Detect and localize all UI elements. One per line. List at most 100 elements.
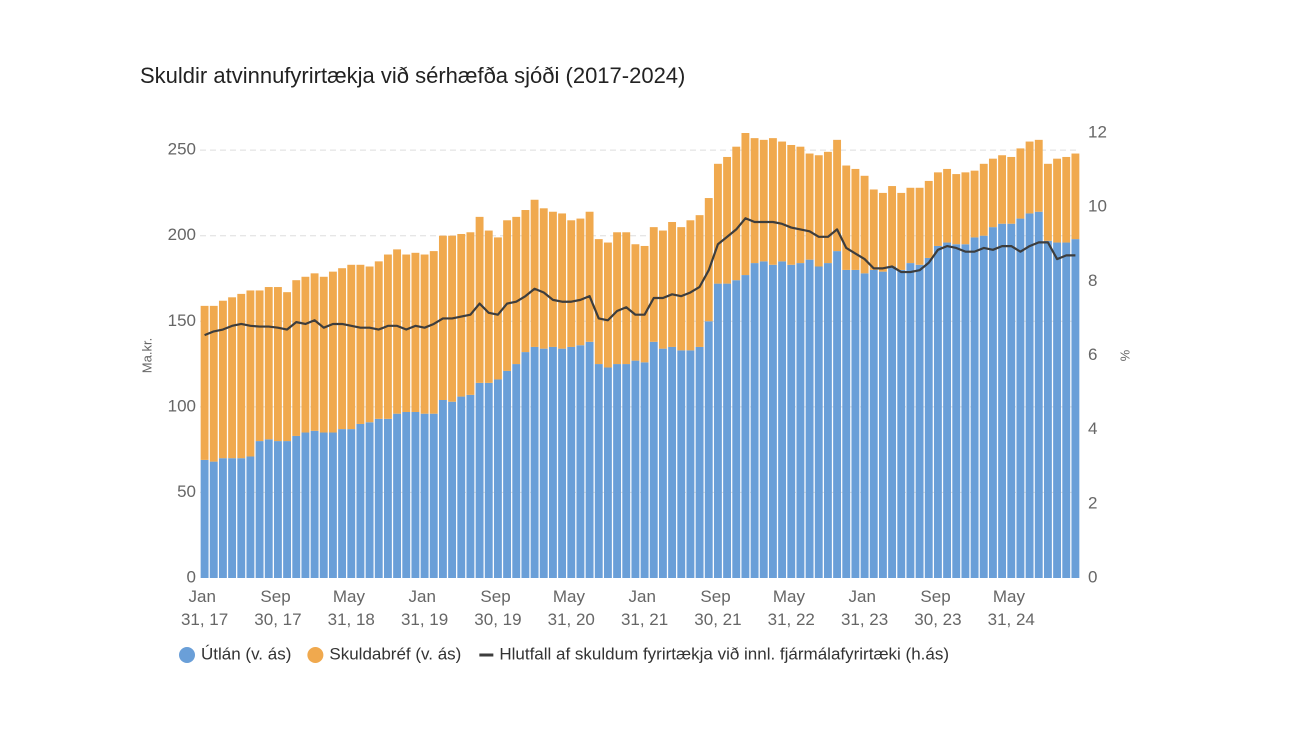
bar-segment	[255, 290, 264, 442]
bar-segment	[558, 213, 567, 349]
bar-segment	[668, 222, 677, 347]
y-tick-label: 50	[177, 482, 196, 501]
x-tick-label-line: 30, 23	[914, 610, 961, 629]
bar-segment	[1016, 148, 1025, 219]
bar-segment	[1007, 156, 1016, 224]
x-tick-label-line: 31, 24	[988, 610, 1035, 629]
y-tick-label: 0	[187, 567, 196, 586]
x-tick-label-line: 31, 19	[401, 610, 448, 629]
bar-segment	[933, 245, 942, 578]
x-tick-label-line: 31, 18	[328, 610, 375, 629]
bar-segment	[768, 138, 777, 265]
x-tick-label: May 31, 18	[328, 587, 375, 629]
x-tick-label-line: Sep	[480, 587, 515, 606]
bar-segment	[869, 189, 878, 270]
bar-segment	[273, 441, 282, 578]
bar-segment	[640, 245, 649, 363]
bar-segment	[677, 350, 686, 578]
bar-segment	[503, 220, 512, 371]
bar-segment	[209, 305, 218, 462]
bar-segment	[1025, 213, 1034, 578]
x-tick-label-line: Jan	[409, 587, 441, 606]
bar-segment	[924, 257, 933, 578]
bar-segment	[319, 432, 328, 578]
bar-segment	[402, 254, 411, 412]
bar-segment	[649, 227, 658, 342]
bar-segment	[668, 346, 677, 578]
bar-segment	[851, 269, 860, 578]
x-tick-label: Sep 30, 19	[474, 587, 521, 629]
bar-segment	[383, 254, 392, 419]
bar-segment	[943, 168, 952, 243]
bar-segment	[915, 187, 924, 265]
legend-marker	[307, 647, 324, 663]
bar-segment	[255, 441, 264, 578]
bar-segment	[411, 411, 420, 578]
y-tick-label: 150	[168, 311, 196, 330]
bar-segment	[448, 401, 457, 578]
bar-segment	[237, 293, 246, 459]
bar-segment	[943, 242, 952, 579]
bar-segment	[878, 271, 887, 578]
bar-segment	[759, 139, 768, 262]
bar-segment	[741, 275, 750, 578]
legend-label: Skuldabréf (v. ás)	[329, 644, 461, 663]
y2-tick-label: 0	[1088, 567, 1097, 586]
x-tick-label: Jan 31, 21	[621, 587, 668, 629]
bar-segment	[631, 360, 640, 578]
bar-segment	[897, 269, 906, 578]
bar-segment	[438, 400, 447, 578]
x-tick-label-line: 30, 17	[254, 610, 301, 629]
bar-segment	[1034, 211, 1043, 578]
bar-segment	[594, 239, 603, 365]
bar-segment	[457, 233, 466, 397]
bar-segment	[548, 211, 557, 347]
x-tick-label: Sep 30, 17	[254, 587, 301, 629]
bar-segment	[842, 269, 851, 578]
bar-segment	[860, 175, 869, 274]
bar-segment	[1034, 139, 1043, 212]
x-tick-label: Sep 30, 23	[914, 587, 961, 629]
bar-segment	[246, 290, 255, 457]
bar-segment	[778, 141, 787, 262]
bar-segment	[833, 139, 842, 252]
y-tick-label: 250	[168, 140, 196, 159]
bar-segment	[466, 394, 475, 578]
bar-segment	[576, 345, 585, 578]
bar-segment	[860, 273, 869, 578]
bar-segment	[869, 269, 878, 578]
bar-segment	[328, 271, 337, 433]
y2-tick-label: 8	[1088, 271, 1097, 290]
x-tick-label-line: 31, 23	[841, 610, 888, 629]
x-tick-label-line: Sep	[260, 587, 295, 606]
x-tick-label-line: May	[993, 587, 1030, 606]
bar-segment	[530, 199, 539, 347]
bar-segment	[338, 429, 347, 578]
bar-segment	[402, 411, 411, 578]
x-tick-label-line: 30, 19	[474, 610, 521, 629]
bar-segment	[1071, 153, 1080, 240]
bar-segment	[759, 261, 768, 578]
x-tick-label: May 31, 24	[988, 587, 1035, 629]
line	[204, 217, 1076, 337]
bar-segment	[906, 263, 915, 578]
bar-segment	[805, 259, 814, 578]
x-tick-label-line: Jan	[849, 587, 881, 606]
bar-segment	[503, 370, 512, 578]
bar-segment	[292, 280, 301, 436]
bar-segment	[237, 458, 246, 578]
bar-segment	[686, 220, 695, 351]
bar-segment	[613, 364, 622, 578]
bar-segment	[741, 133, 750, 276]
x-tick-label: Jan 31, 19	[401, 587, 448, 629]
bar-segment	[512, 364, 521, 578]
bar-segment	[723, 283, 732, 578]
bar-segment	[558, 348, 567, 578]
bar-segment	[658, 230, 667, 349]
x-tick-label: Sep 30, 21	[694, 587, 741, 629]
bar-segment	[924, 180, 933, 258]
bar-segment	[292, 435, 301, 578]
bar-segment	[283, 441, 292, 578]
y2-tick-label: 2	[1088, 493, 1097, 512]
y2-tick-label: 4	[1088, 419, 1097, 438]
